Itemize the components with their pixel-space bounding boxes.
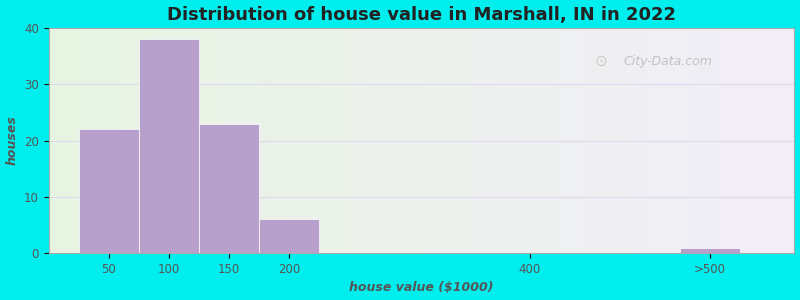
- Bar: [199, 124, 259, 253]
- X-axis label: house value ($1000): house value ($1000): [350, 281, 494, 294]
- Title: Distribution of house value in Marshall, IN in 2022: Distribution of house value in Marshall,…: [167, 6, 676, 24]
- Bar: [139, 39, 199, 253]
- Bar: [78, 129, 139, 253]
- Text: City-Data.com: City-Data.com: [623, 55, 712, 68]
- Y-axis label: houses: houses: [6, 116, 18, 166]
- Bar: [259, 219, 319, 253]
- Bar: [680, 248, 740, 253]
- Text: ⊙: ⊙: [594, 54, 607, 69]
